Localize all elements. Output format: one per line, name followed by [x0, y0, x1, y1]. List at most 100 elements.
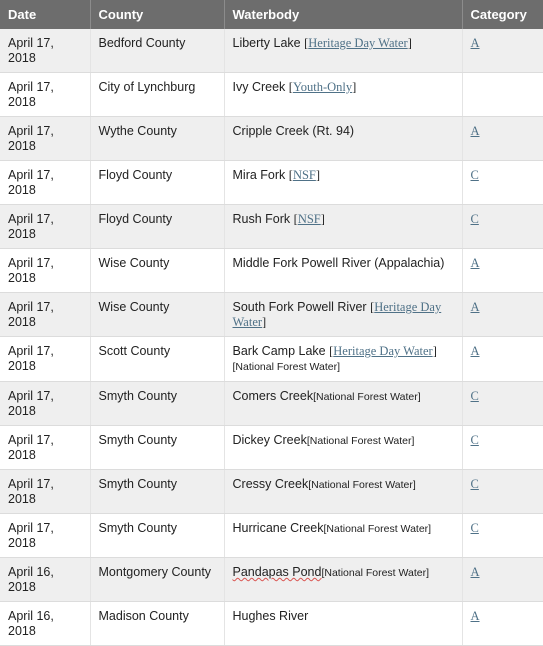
waterbody-note-link[interactable]: Heritage Day Water: [232, 300, 442, 329]
national-forest-water-tag: [National Forest Water]: [313, 391, 421, 403]
category-cell: C: [462, 469, 543, 514]
county-cell: Floyd County: [90, 204, 225, 249]
waterbody-cell: Pandapas Pond[National Forest Water]: [224, 557, 463, 602]
waterbody-note-link[interactable]: Youth-Only: [292, 80, 353, 94]
category-link[interactable]: A: [470, 609, 480, 623]
category-link[interactable]: A: [470, 300, 480, 314]
county-cell: Smyth County: [90, 513, 225, 558]
waterbody-cell: Ivy Creek [Youth-Only]: [224, 72, 463, 117]
date-cell: April 16, 2018: [0, 557, 91, 602]
category-link[interactable]: A: [470, 124, 480, 138]
waterbody-name: Dickey Creek: [232, 433, 307, 447]
category-link[interactable]: C: [470, 389, 479, 403]
category-link[interactable]: A: [470, 344, 480, 358]
county-cell: Floyd County: [90, 160, 225, 205]
waterbody-cell: Hurricane Creek[National Forest Water]: [224, 513, 463, 558]
county-cell: City of Lynchburg: [90, 72, 225, 117]
date-cell: April 17, 2018: [0, 248, 91, 293]
national-forest-water-tag: [National Forest Water]: [308, 479, 416, 491]
column-header-date[interactable]: Date: [0, 0, 91, 29]
county-cell: Smyth County: [90, 381, 225, 426]
waterbody-cell: South Fork Powell River [Heritage Day Wa…: [224, 292, 463, 337]
category-link[interactable]: C: [470, 433, 479, 447]
date-cell: April 17, 2018: [0, 116, 91, 161]
waterbody-name: Liberty Lake: [232, 36, 301, 50]
waterbody-name: Ivy Creek: [232, 80, 286, 94]
waterbody-cell: Liberty Lake [Heritage Day Water]: [224, 29, 463, 73]
category-cell: [462, 72, 543, 117]
category-link[interactable]: A: [470, 565, 480, 579]
waterbody-note-link[interactable]: Heritage Day Water: [308, 36, 408, 50]
category-cell: C: [462, 425, 543, 470]
table-row: April 17, 2018 Wythe County Cripple Creek …: [0, 116, 543, 161]
waterbody-name: Cressy Creek: [232, 477, 309, 491]
table-row: April 17, 2018 Wise County Middle Fork Pow…: [0, 248, 543, 293]
table-row: April 17, 2018 Wise County South Fork Powe…: [0, 292, 543, 337]
county-cell: Bedford County: [90, 29, 225, 73]
waterbody-name: Hughes River: [232, 609, 309, 623]
waterbody-cell: Cripple Creek (Rt. 94): [224, 116, 463, 161]
category-cell: C: [462, 381, 543, 426]
date-cell: April 17, 2018: [0, 72, 91, 117]
category-cell: C: [462, 204, 543, 249]
date-cell: April 17, 2018: [0, 204, 91, 249]
column-header-waterbody[interactable]: Waterbody: [224, 0, 463, 29]
date-cell: April 17, 2018: [0, 292, 91, 337]
column-header-category[interactable]: Category: [462, 0, 543, 29]
table-row: April 17, 2018 Smyth County Hurricane Cree…: [0, 513, 543, 558]
waterbody-note: [NSF]: [288, 168, 321, 182]
waterbody-cell: Comers Creek[National Forest Water]: [224, 381, 463, 426]
table-row: April 17, 2018 Smyth County Cressy Creek[N…: [0, 469, 543, 514]
waterbody-note: [NSF]: [293, 212, 325, 226]
category-cell: A: [462, 29, 543, 73]
category-link[interactable]: C: [470, 477, 479, 491]
waterbody-note-link[interactable]: Heritage Day Water: [333, 344, 433, 358]
date-cell: April 17, 2018: [0, 29, 91, 73]
waterbody-note: [Heritage Day Water]: [329, 344, 437, 358]
waterbody-note: [Heritage Day Water]: [232, 300, 442, 329]
table-row: April 16, 2018 Montgomery County Pandapas …: [0, 557, 543, 602]
waterbody-name: Rush Fork: [232, 212, 291, 226]
waterbody-note-link[interactable]: NSF: [297, 212, 321, 226]
date-cell: April 17, 2018: [0, 469, 91, 514]
category-link[interactable]: C: [470, 168, 479, 182]
category-link[interactable]: C: [470, 212, 479, 226]
category-link[interactable]: C: [470, 521, 479, 535]
county-cell: Wise County: [90, 248, 225, 293]
category-cell: C: [462, 160, 543, 205]
table-row: April 17, 2018 Scott County Bark Camp Lake…: [0, 336, 543, 382]
waterbody-cell: Bark Camp Lake [Heritage Day Water] [Nati…: [224, 336, 463, 382]
category-cell: A: [462, 248, 543, 293]
waterbody-note: [Heritage Day Water]: [304, 36, 412, 50]
header-row: Date County Waterbody Category: [0, 0, 543, 29]
county-cell: Montgomery County: [90, 557, 225, 602]
category-cell: A: [462, 292, 543, 337]
waterbody-note-link[interactable]: NSF: [292, 168, 316, 182]
county-cell: Smyth County: [90, 469, 225, 514]
waterbody-name: Middle Fork Powell River (Appalachia): [232, 256, 445, 270]
waterbody-cell: Dickey Creek[National Forest Water]: [224, 425, 463, 470]
category-link[interactable]: A: [470, 36, 480, 50]
national-forest-water-tag: [National Forest Water]: [306, 435, 415, 447]
table-row: April 16, 2018 Madison County Hughes River…: [0, 601, 543, 646]
category-cell: A: [462, 116, 543, 161]
category-cell: A: [462, 601, 543, 646]
waterbody-cell: Rush Fork [NSF]: [224, 204, 463, 249]
county-cell: Scott County: [90, 336, 225, 382]
date-cell: April 17, 2018: [0, 513, 91, 558]
national-forest-water-tag: [National Forest Water]: [321, 567, 430, 579]
date-cell: April 17, 2018: [0, 381, 91, 426]
waterbody-cell: Cressy Creek[National Forest Water]: [224, 469, 463, 514]
waterbody-name: Hurricane Creek: [232, 521, 324, 535]
waterbody-name: Cripple Creek (Rt. 94): [232, 124, 355, 138]
waterbody-name: Comers Creek: [232, 389, 314, 403]
category-link[interactable]: A: [470, 256, 480, 270]
waterbody-name: South Fork Powell River: [232, 300, 367, 314]
waterbody-name: Bark Camp Lake: [232, 344, 326, 358]
category-cell: C: [462, 513, 543, 558]
national-forest-water-tag: [National Forest Water]: [232, 361, 341, 373]
waterbody-note: [Youth-Only]: [288, 80, 357, 94]
category-cell: A: [462, 336, 543, 382]
column-header-county[interactable]: County: [90, 0, 225, 29]
waterbody-cell: Middle Fork Powell River (Appalachia): [224, 248, 463, 293]
